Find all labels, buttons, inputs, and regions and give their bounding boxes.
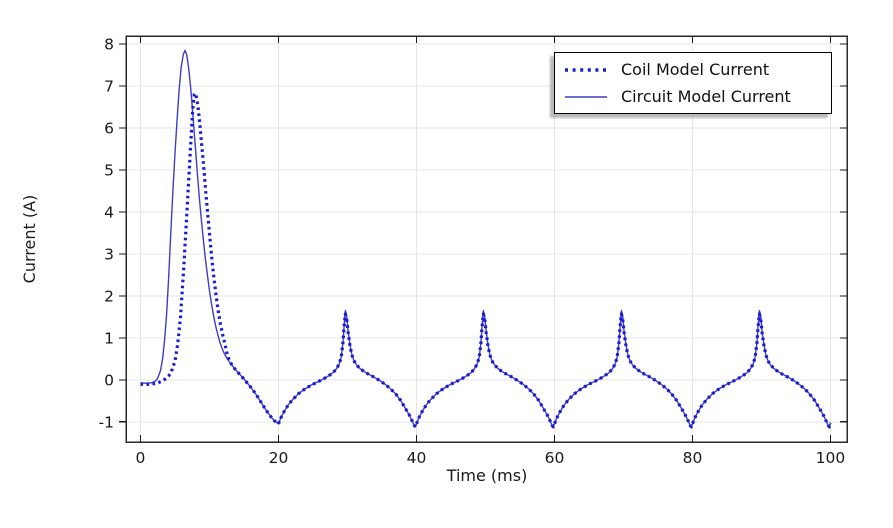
circuit-solid-line-sample-icon	[565, 95, 607, 98]
legend-item-circuit: Circuit Model Current	[563, 85, 823, 109]
y-tick-label: 8	[104, 35, 114, 53]
y-tick-label: 0	[104, 371, 114, 389]
x-tick-label: 40	[407, 449, 427, 467]
y-axis-title: Current (A)	[20, 194, 39, 284]
y-tick-label: 1	[104, 329, 114, 347]
coil-current-curve	[140, 91, 832, 429]
x-tick-label: 20	[269, 449, 289, 467]
x-axis-title: Time (ms)	[446, 466, 528, 485]
y-tick-label: 3	[104, 245, 114, 263]
legend-label-circuit: Circuit Model Current	[621, 87, 791, 106]
x-tick-label: 0	[136, 449, 146, 467]
y-tick-label: 7	[104, 77, 114, 95]
x-tick-label: 80	[683, 449, 703, 467]
x-tick-label: 100	[816, 449, 846, 467]
y-tick-label: 6	[104, 119, 114, 137]
axes-frame	[125, 35, 848, 443]
coil-dotted-line-sample-icon	[565, 67, 607, 72]
legend: Coil Model Current Circuit Model Current	[554, 52, 832, 114]
x-tick-label: 60	[545, 449, 565, 467]
y-tick-label: 2	[104, 287, 114, 305]
legend-item-coil: Coil Model Current	[563, 58, 823, 82]
y-tick-label: 5	[104, 161, 114, 179]
y-tick-label: -1	[99, 413, 114, 431]
legend-label-coil: Coil Model Current	[621, 60, 770, 79]
y-tick-label: 4	[104, 203, 114, 221]
